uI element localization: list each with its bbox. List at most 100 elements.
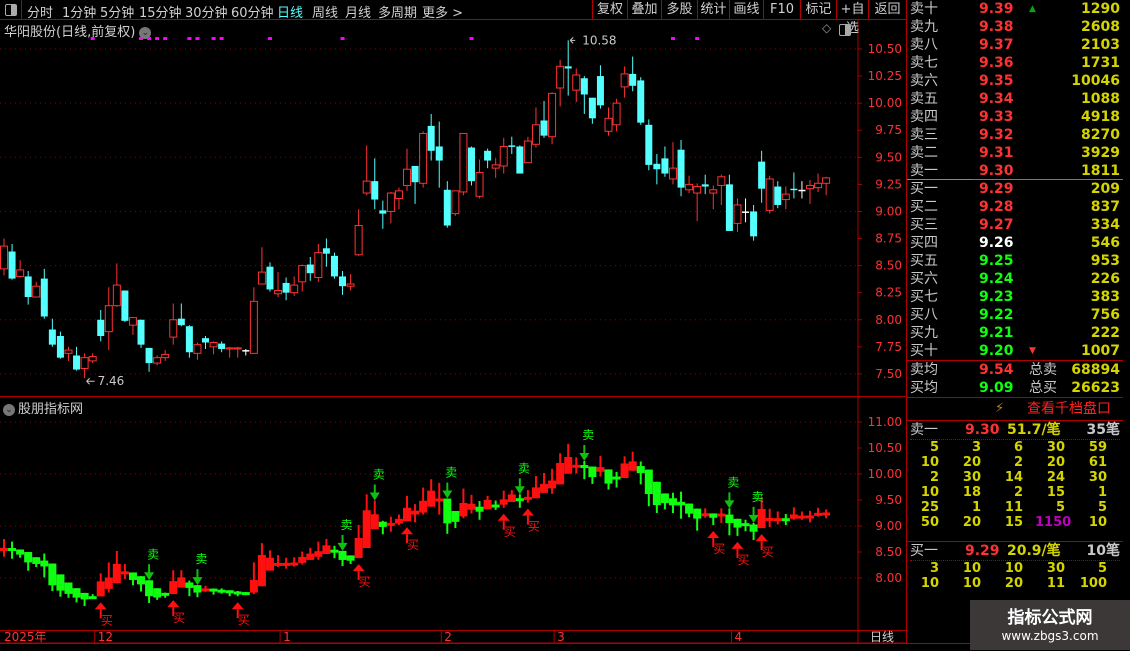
queue-order-size: 5 (1097, 500, 1107, 515)
back-button[interactable]: 返回 (868, 0, 906, 19)
layout-toggle-button[interactable] (0, 0, 22, 19)
ask-level-row[interactable]: 卖九 9.38 2608 (907, 18, 1123, 36)
bid-level-row[interactable]: 买一 9.29 209 (907, 180, 1123, 198)
statistics-button[interactable]: 统计 (697, 0, 729, 19)
sell-arrow-icon (337, 542, 348, 551)
candle (177, 303, 185, 327)
ask-level-row[interactable]: 卖二 9.31 3929 (907, 144, 1123, 162)
diamond-icon[interactable]: ◇ (822, 21, 832, 35)
ask-level-row[interactable]: 卖五 9.34 1088 (907, 90, 1123, 108)
level-label: 卖二 (910, 145, 938, 161)
level-price: 9.34 (979, 91, 1014, 107)
avg-buy-price: 9.09 (979, 380, 1014, 396)
bid-level-row[interactable]: 买四 9.26 546 (907, 234, 1123, 252)
ask-level-row[interactable]: 卖十 9.39 ▲ 1290 (907, 0, 1123, 18)
indicator-body (580, 465, 589, 469)
candle (750, 204, 758, 241)
indicator-candle (580, 461, 589, 480)
add-watchlist-button[interactable]: +自选 (836, 0, 868, 36)
price-tick-label: 8.25 (875, 286, 902, 300)
bid-level-row[interactable]: 买九 9.21 222 (907, 324, 1123, 342)
period-tab[interactable]: 5分钟 (100, 6, 135, 21)
ask-level-row[interactable]: 卖六 9.35 10046 (907, 72, 1123, 90)
ask-level-row[interactable]: 卖七 9.36 1731 (907, 54, 1123, 72)
candle (386, 191, 395, 224)
period-tab[interactable]: 多周期 (378, 6, 418, 21)
queue-label: 卖一 (910, 422, 938, 438)
total-buy-value: 26623 (1071, 380, 1120, 396)
level-volume: 226 (1090, 271, 1120, 287)
buy-signal-label: 买 (407, 538, 419, 552)
candle (580, 76, 588, 114)
indicator-body (257, 554, 266, 587)
ask-level-row[interactable]: 卖四 9.33 4918 (907, 108, 1123, 126)
candle (653, 154, 661, 185)
indicator-body (507, 494, 516, 503)
bid-level-row[interactable]: 买二 9.28 837 (907, 198, 1123, 216)
candle-body (685, 183, 694, 191)
candle (346, 274, 355, 291)
period-tab[interactable]: 月线 (345, 6, 372, 21)
ask-level-row[interactable]: 卖八 9.37 2103 (907, 36, 1123, 54)
event-marker (90, 37, 95, 40)
avg-sell-price: 9.54 (979, 362, 1014, 378)
date-label: 3 (557, 630, 565, 643)
level-detail-link[interactable]: ⚡ 查看千档盘口 (907, 399, 1123, 419)
bid-level-row[interactable]: 买三 9.27 334 (907, 216, 1123, 234)
candle (371, 158, 379, 210)
draw-line-button[interactable]: 画线 (729, 0, 763, 19)
ask-level-row[interactable]: 卖三 9.32 8270 (907, 126, 1123, 144)
stock-title[interactable]: 华阳股份(日线,前复权) ⌄ (4, 21, 152, 40)
bid-level-row[interactable]: 买十 9.20 ▼ 1007 (907, 342, 1123, 360)
bid-level-row[interactable]: 买八 9.22 756 (907, 306, 1123, 324)
candle (185, 325, 193, 358)
period-tab[interactable]: 分时 (27, 6, 54, 21)
chevron-down-icon[interactable]: ⌄ (3, 403, 15, 416)
divider (907, 420, 1123, 421)
indicator-body (64, 582, 73, 594)
period-tab[interactable]: 周线 (312, 6, 339, 21)
candle (733, 198, 742, 233)
queue-row: 10 20 2 20 61 (907, 455, 1123, 470)
level-label: 卖七 (910, 55, 938, 71)
candle (475, 159, 484, 199)
indicator-body (789, 514, 798, 519)
period-tab[interactable]: 1分钟 (62, 6, 97, 21)
candle (242, 348, 250, 356)
multi-stock-button[interactable]: 多股 (661, 0, 697, 19)
candle (290, 276, 299, 296)
buy-signal-label: 买 (762, 545, 774, 559)
restore-rights-button[interactable]: 复权 (592, 0, 627, 19)
period-tab[interactable]: 30分钟 (185, 6, 228, 21)
candle-body (379, 210, 387, 214)
indicator-body (773, 518, 782, 522)
indicator-title[interactable]: ⌄ 股朋指标网 (3, 398, 83, 417)
period-tab-daily[interactable]: 日线 (277, 6, 304, 21)
level-price: 9.39 (979, 1, 1014, 17)
chevron-down-icon[interactable]: ⌄ (139, 26, 152, 39)
indicator-candle (80, 592, 89, 607)
candle (112, 263, 121, 307)
indicator-body (765, 517, 774, 521)
bid-level-row[interactable]: 买五 9.25 953 (907, 252, 1123, 270)
bid-level-row[interactable]: 买七 9.23 383 (907, 288, 1123, 306)
total-buy-label: 总买 (1029, 380, 1057, 396)
indicator-candle (96, 573, 105, 597)
indicator-body (781, 518, 790, 522)
bid-level-row[interactable]: 买六 9.24 226 (907, 270, 1123, 288)
mark-button[interactable]: 标记 (800, 0, 836, 19)
period-tab[interactable]: 15分钟 (139, 6, 182, 21)
indicator-candle (370, 500, 379, 530)
kline-chart[interactable]: 10.50 10.25 10.00 9.75 9.50 9.25 9.00 8.75 8.50 8… (0, 0, 906, 643)
candle (121, 290, 129, 322)
indicator-candle (257, 543, 266, 587)
level-price: 9.36 (979, 55, 1014, 71)
overlay-button[interactable]: 叠加 (627, 0, 661, 19)
more-periods-button[interactable]: 更多 > (422, 6, 464, 21)
period-tab[interactable]: 60分钟 (231, 6, 274, 21)
indicator-body (16, 549, 25, 555)
ask-level-row[interactable]: 卖一 9.30 1811 (907, 162, 1123, 180)
panel-toggle-icon[interactable] (839, 24, 851, 36)
sell-arrow-icon (514, 486, 525, 495)
f10-button[interactable]: F10 (763, 0, 800, 19)
